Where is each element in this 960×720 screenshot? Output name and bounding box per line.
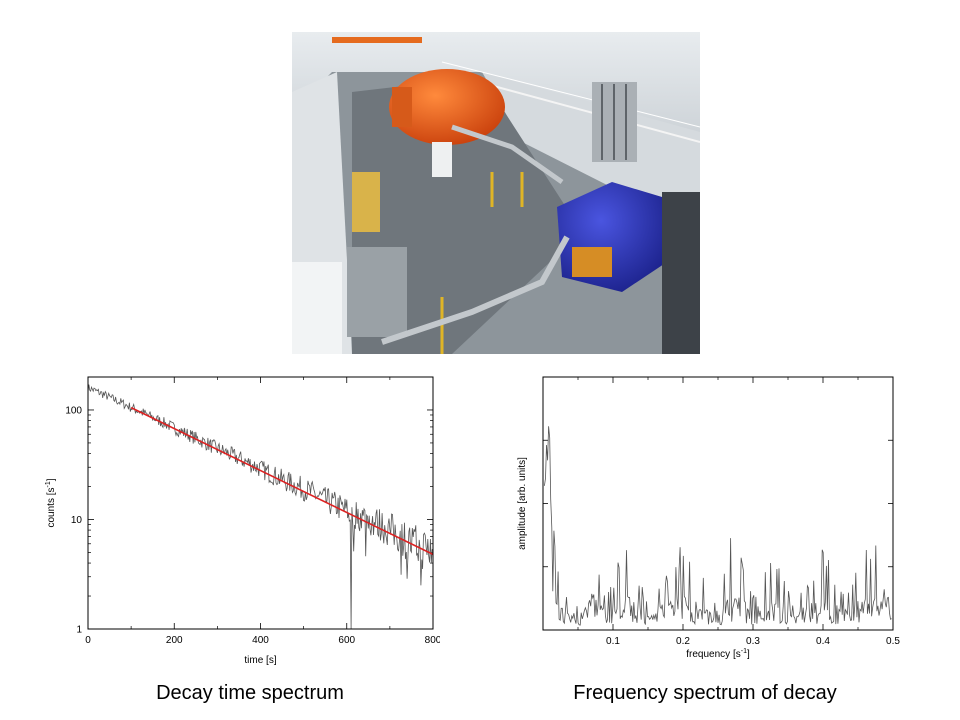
decay-data-line bbox=[87, 384, 434, 630]
accelerator-photo-illustration bbox=[292, 32, 700, 354]
frequency-spectrum-caption: Frequency spectrum of decay bbox=[573, 682, 837, 704]
decay-x-axis-label: time [s] bbox=[244, 655, 276, 666]
freq-x-axis-label: frequency [s-1] bbox=[686, 648, 750, 660]
frequency-spectrum-plot: 0.1 0.2 0.3 0.4 0.5 amplitude [arb. units] fre… bbox=[517, 376, 900, 660]
decay-y-axis-label: counts [s-1] bbox=[45, 478, 57, 527]
decay-time-chart: 1 10 100 0 200 400 600 800 counts [s-1] time [s] bbox=[40, 365, 442, 675]
x-tick-label: 600 bbox=[338, 635, 355, 646]
y-tick-label: 100 bbox=[65, 405, 82, 416]
decay-time-caption: Decay time spectrum bbox=[156, 682, 344, 704]
x-tick-label: 200 bbox=[166, 635, 183, 646]
freq-data-line bbox=[544, 426, 892, 626]
freq-plot-frame bbox=[542, 376, 894, 631]
accelerator-hall-photo bbox=[292, 32, 700, 354]
y-tick-label: 1 bbox=[76, 625, 82, 636]
x-tick-label: 0.4 bbox=[816, 636, 830, 647]
x-tick-label: 0.2 bbox=[676, 636, 690, 647]
x-tick-label: 0.5 bbox=[886, 636, 900, 647]
x-tick-label: 0.3 bbox=[746, 636, 760, 647]
x-tick-label: 0 bbox=[85, 635, 91, 646]
freq-y-axis-label: amplitude [arb. units] bbox=[517, 457, 528, 550]
freq-axes: 0.1 0.2 0.3 0.4 0.5 bbox=[543, 376, 900, 647]
x-tick-label: 0.1 bbox=[606, 636, 620, 647]
frequency-spectrum-chart: 0.1 0.2 0.3 0.4 0.5 amplitude [arb. units] fre… bbox=[510, 365, 910, 675]
decay-plot-frame bbox=[87, 376, 434, 630]
decay-axes: 1 10 100 0 200 400 600 800 bbox=[65, 376, 442, 646]
decay-fit-line bbox=[130, 406, 434, 556]
decay-time-plot: 1 10 100 0 200 400 600 800 counts [s-1] time [s] bbox=[45, 376, 442, 666]
x-tick-label: 400 bbox=[252, 635, 269, 646]
y-tick-label: 10 bbox=[71, 515, 83, 526]
x-tick-label: 800 bbox=[425, 635, 440, 646]
